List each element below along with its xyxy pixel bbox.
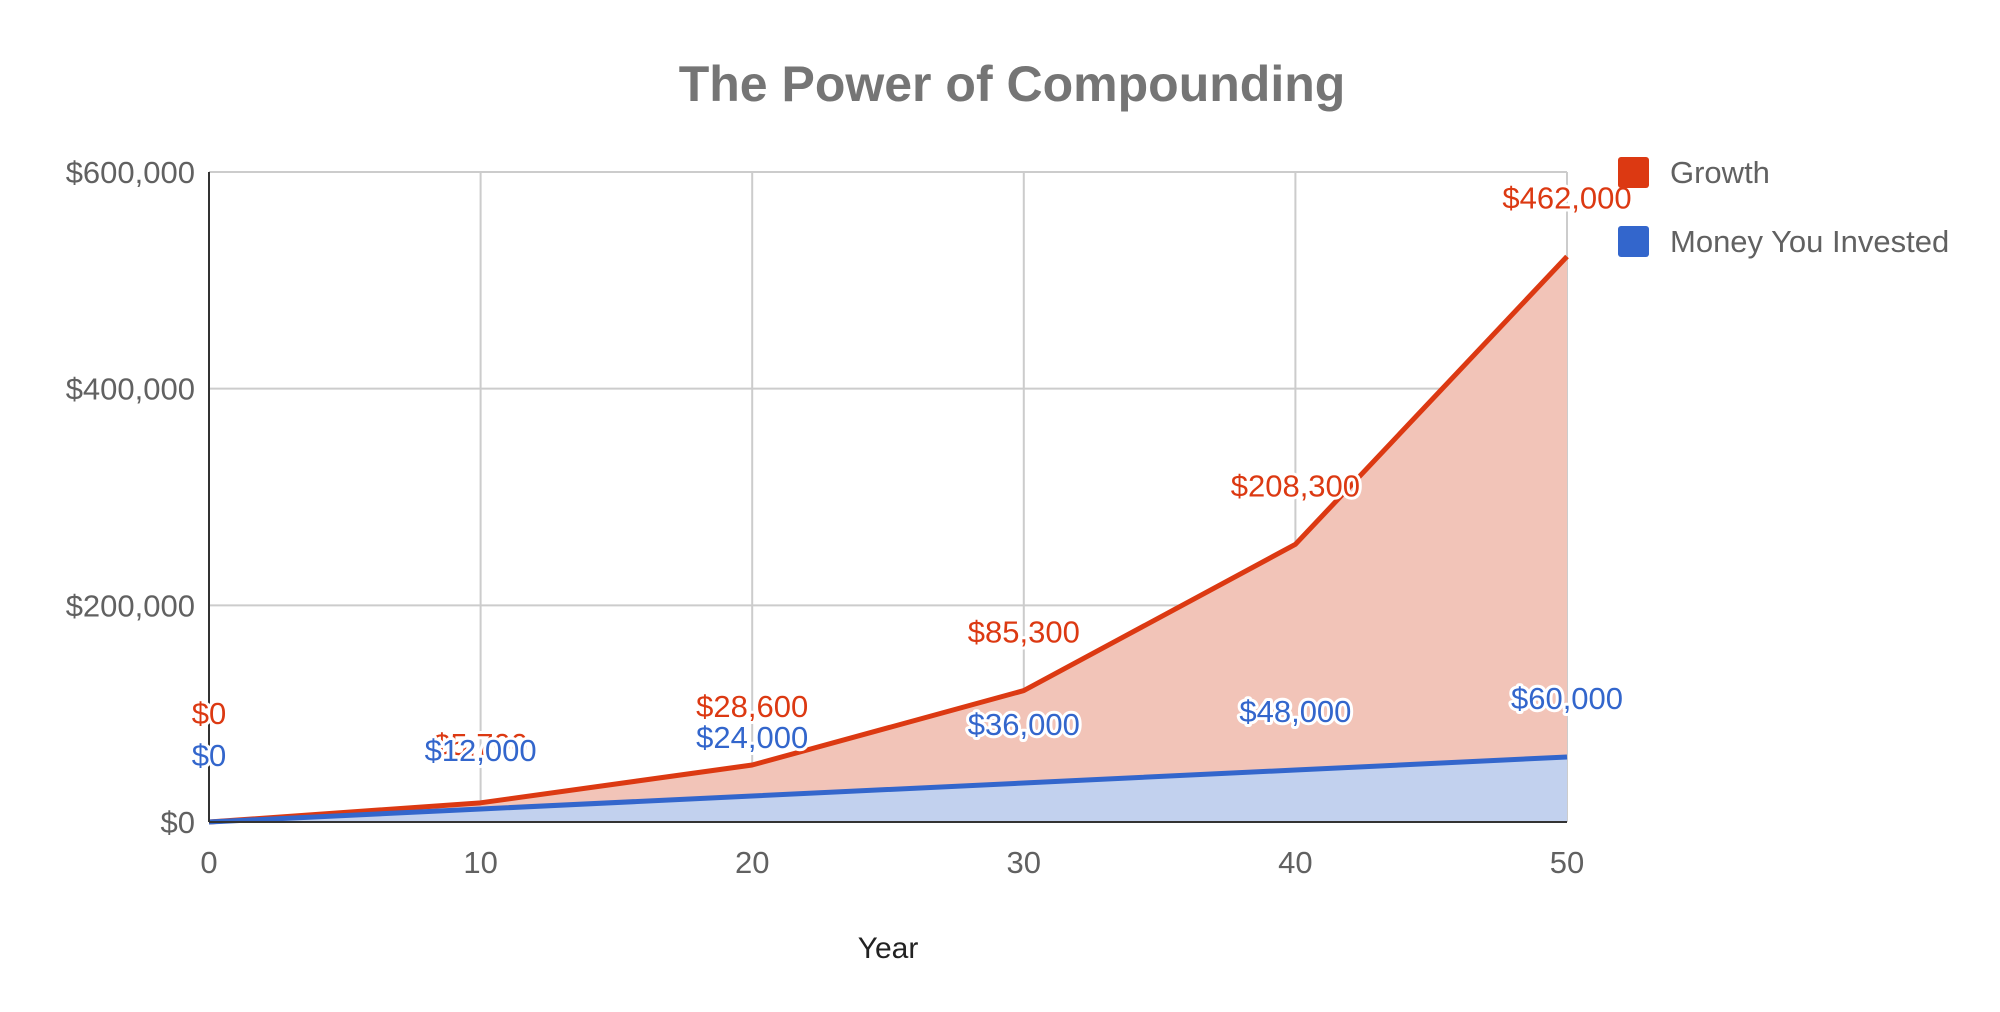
plot-areas: [209, 256, 1567, 822]
line-money-you-invested: [208, 754, 1568, 825]
data-label: $36,000: [968, 707, 1080, 742]
data-labels: $0 $5,700 $28,600 $85,300 $208,300 $462,000 $0…: [189, 178, 1635, 777]
x-tick-label: 20: [735, 845, 769, 880]
data-label: $5,700: [433, 727, 528, 762]
data-label: $28,600: [696, 689, 808, 724]
data-label: $48,000: [1239, 694, 1351, 729]
x-tick-label: 10: [463, 845, 497, 880]
data-label: $60,000: [1511, 681, 1623, 716]
data-label: $85,300: [968, 615, 1080, 650]
x-tick-label: 40: [1278, 845, 1312, 880]
chart-title: The Power of Compounding: [679, 56, 1346, 112]
axes: $0 $200,000 $400,000 $600,000 0 10 20 30 40 50: [66, 155, 1585, 880]
data-label: $208,300: [1231, 468, 1360, 503]
data-label: $0: [192, 738, 226, 773]
y-tick-label: $600,000: [66, 155, 195, 190]
y-tick-label: $400,000: [66, 372, 195, 407]
y-tick-label: $0: [161, 805, 195, 840]
legend-label: Growth: [1670, 155, 1770, 190]
data-label: $0: [192, 696, 226, 731]
area-growth: [209, 256, 1567, 822]
data-label: $12,000: [425, 733, 537, 768]
x-tick-label: 0: [200, 845, 217, 880]
x-tick-label: 30: [1007, 845, 1041, 880]
legend-label: Money You Invested: [1670, 224, 1949, 259]
data-label: $462,000: [1502, 181, 1631, 216]
line-growth: [208, 254, 1569, 825]
plot-lines: [208, 254, 1569, 825]
data-label: $24,000: [696, 720, 808, 755]
legend-swatch: [1618, 157, 1649, 188]
x-axis-title: Year: [858, 932, 919, 965]
legend: Growth Money You Invested: [1618, 155, 1949, 259]
legend-swatch: [1618, 226, 1649, 257]
x-tick-label: 50: [1550, 845, 1584, 880]
y-tick-label: $200,000: [66, 588, 195, 623]
